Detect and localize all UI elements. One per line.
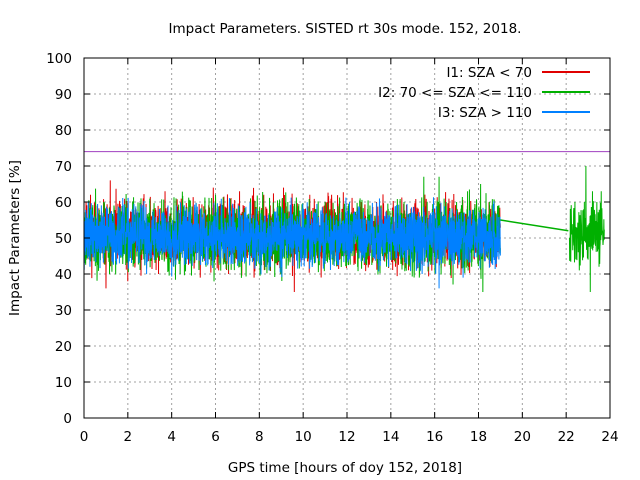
x-tick-label: 4 — [167, 429, 176, 445]
series-3-line — [83, 197, 501, 289]
y-tick-label: 20 — [55, 339, 72, 355]
x-tick-label: 24 — [601, 429, 618, 445]
x-tick-label: 14 — [382, 429, 399, 445]
y-tick-label: 100 — [46, 51, 72, 67]
chart-title: Impact Parameters. SISTED rt 30s mode. 1… — [169, 21, 522, 37]
x-tick-label: 10 — [295, 429, 312, 445]
y-tick-label: 30 — [55, 303, 72, 319]
y-tick-label: 70 — [55, 159, 72, 175]
series-layer — [83, 165, 605, 293]
x-tick-label: 16 — [426, 429, 443, 445]
legend-label-3: I3: SZA > 110 — [438, 105, 532, 121]
x-tick-label: 18 — [470, 429, 487, 445]
y-tick-label: 50 — [55, 231, 72, 247]
x-tick-label: 0 — [80, 429, 89, 445]
y-tick-label: 90 — [55, 87, 72, 103]
x-tick-label: 2 — [124, 429, 133, 445]
x-tick-label: 12 — [338, 429, 355, 445]
series-2-gap-segment — [500, 219, 569, 232]
x-axis-label: GPS time [hours of doy 152, 2018] — [228, 460, 462, 476]
y-tick-label: 60 — [55, 195, 72, 211]
y-tick-label: 80 — [55, 123, 72, 139]
y-axis-label: Impact Parameters [%] — [7, 160, 23, 316]
x-tick-label: 20 — [514, 429, 531, 445]
legend-label-2: I2: 70 <= SZA <= 110 — [378, 85, 532, 101]
y-tick-label: 10 — [55, 375, 72, 391]
x-tick-label: 22 — [558, 429, 575, 445]
y-tick-label: 0 — [63, 411, 72, 427]
legend-label-1: I1: SZA < 70 — [446, 65, 532, 81]
x-tick-label: 6 — [211, 429, 220, 445]
legend: I1: SZA < 70 I2: 70 <= SZA <= 110 I3: SZA … — [378, 65, 590, 121]
y-tick-label: 40 — [55, 267, 72, 283]
x-tick-label: 8 — [255, 429, 264, 445]
series-2-late-line — [568, 165, 605, 293]
